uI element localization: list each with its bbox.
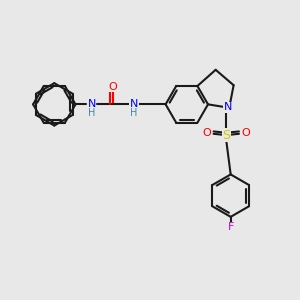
Text: H: H [88,108,95,118]
Text: N: N [224,102,232,112]
Text: O: O [242,128,250,138]
Text: N: N [130,99,138,110]
Text: H: H [130,108,138,118]
Text: N: N [88,99,96,110]
Text: O: O [109,82,117,92]
Text: S: S [222,129,230,142]
Text: O: O [202,128,211,138]
Text: F: F [227,222,234,232]
